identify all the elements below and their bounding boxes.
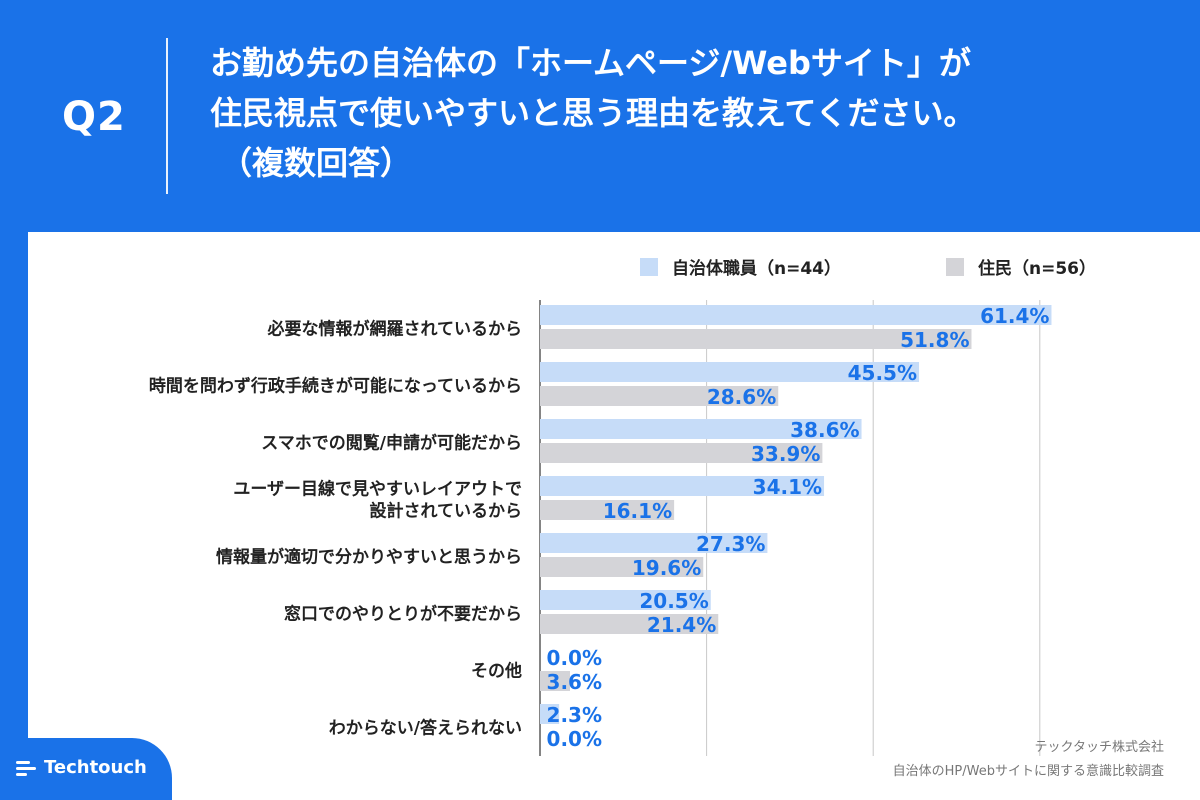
bar-series2 <box>540 557 704 577</box>
category-label: ユーザー目線で見やすいレイアウトで <box>233 479 522 500</box>
question-label: Q2 <box>62 94 126 140</box>
value-label-series1: 45.5% <box>848 361 917 385</box>
value-label-series1: 2.3% <box>547 703 602 727</box>
value-label-series2: 51.8% <box>900 328 969 352</box>
legend-label-series1: 自治体職員（n=44） <box>672 259 842 279</box>
value-label-series1: 20.5% <box>639 589 708 613</box>
bar-series2 <box>540 386 779 406</box>
value-label-series2: 28.6% <box>707 385 776 409</box>
header: Q2 お勤め先の自治体の「ホームページ/Webサイト」が 住民視点で使いやすいと… <box>0 0 1200 232</box>
bar-series1 <box>540 305 1052 325</box>
category-label: 時間を問わず行政手続きが可能になっているから <box>149 376 522 397</box>
bar-series1 <box>540 476 825 496</box>
bar-series1 <box>540 533 768 553</box>
value-label-series2: 3.6% <box>547 670 602 694</box>
title-line-1: お勤め先の自治体の「ホームページ/Webサイト」が <box>210 44 971 82</box>
value-label-series2: 16.1% <box>603 499 672 523</box>
value-label-series2: 21.4% <box>647 613 716 637</box>
chart-legend: 自治体職員（n=44） 住民（n=56） <box>28 254 1200 279</box>
source-survey: 自治体のHP/Webサイトに関する意識比較調査 <box>892 764 1164 779</box>
bar-series1 <box>540 362 920 382</box>
category-label: わからない/答えられない <box>329 718 522 739</box>
value-label-series2: 0.0% <box>547 727 602 751</box>
category-label: 設計されているから <box>370 501 523 522</box>
chart-panel: 自治体職員（n=44） 住民（n=56） 必要な情報が網羅されているから 61.4… <box>28 232 1200 800</box>
category-label: 情報量が適切で分かりやすいと思うから <box>216 547 522 568</box>
legend-swatch-series1 <box>640 257 658 276</box>
header-divider <box>166 38 168 194</box>
bar-series2 <box>540 500 675 520</box>
bar-series1 <box>540 590 711 610</box>
bar-series2 <box>540 614 719 634</box>
category-label: 必要な情報が網羅されているから <box>267 319 523 340</box>
bar-chart: 必要な情報が網羅されているから 61.4% 51.8% 時間を問わず行政手続きが可能に… <box>149 300 1052 756</box>
value-label-series1: 27.3% <box>696 532 765 556</box>
bar-series1 <box>540 419 862 439</box>
legend-label-series2: 住民（n=56） <box>978 259 1097 279</box>
bar-series2 <box>540 443 823 463</box>
legend-item-series2: 住民（n=56） <box>946 254 1096 279</box>
legend-swatch-series2 <box>946 257 964 276</box>
value-label-series2: 19.6% <box>632 556 701 580</box>
value-label-series2: 33.9% <box>751 442 820 466</box>
bar-series1 <box>540 704 560 724</box>
logo-lines-icon <box>16 759 38 779</box>
value-label-series1: 34.1% <box>753 475 822 499</box>
value-label-series1: 61.4% <box>980 304 1049 328</box>
logo-text: Techtouch <box>44 757 147 778</box>
source-company: テックタッチ株式会社 <box>1034 740 1164 755</box>
value-label-series1: 38.6% <box>790 418 859 442</box>
techtouch-logo: Techtouch <box>0 738 172 800</box>
legend-item-series1: 自治体職員（n=44） <box>640 254 841 279</box>
bar-series2 <box>540 329 972 349</box>
title-line-2: 住民視点で使いやすいと思う理由を教えてください。 <box>210 94 976 132</box>
category-label: スマホでの閲覧/申請が可能だから <box>261 433 522 454</box>
category-label: 窓口でのやりとりが不要だから <box>284 604 522 625</box>
value-label-series1: 0.0% <box>547 646 602 670</box>
category-label: その他 <box>471 661 522 682</box>
bar-series2 <box>540 671 570 691</box>
page-title: お勤め先の自治体の「ホームページ/Webサイト」が 住民視点で使いやすいと思う理… <box>210 38 1150 188</box>
title-line-3: （複数回答） <box>220 144 413 182</box>
